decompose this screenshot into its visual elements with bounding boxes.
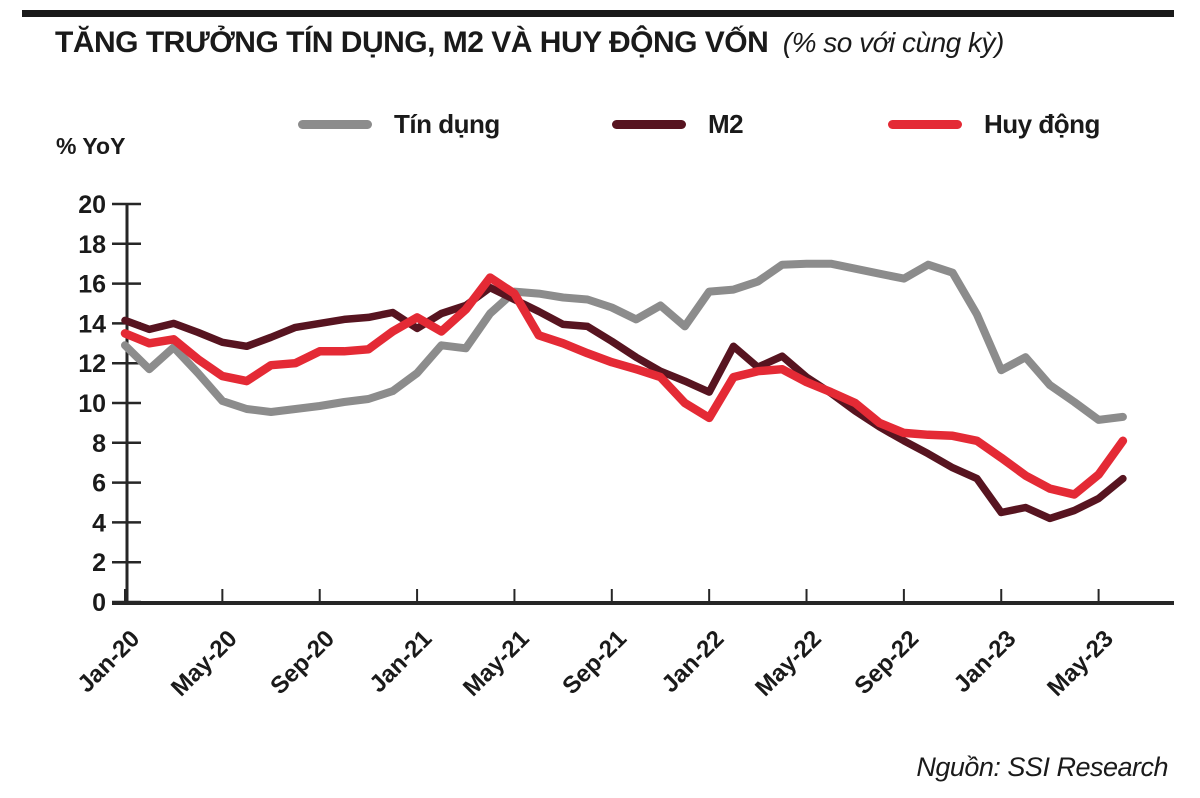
huy-dong-line-swatch-icon xyxy=(888,119,962,129)
legend-label-huy-dong: Huy động xyxy=(984,108,1100,139)
chart-title: TĂNG TRƯỞNG TÍN DỤNG, M2 VÀ HUY ĐỘNG VỐN xyxy=(55,26,769,59)
x-axis-tick-label: May-21 xyxy=(458,625,535,702)
header-rule-bar xyxy=(22,10,1174,17)
y-axis-tick-label: 6 xyxy=(92,470,106,498)
x-axis-tick-label: Sep-20 xyxy=(265,625,340,700)
y-axis-tick-label: 16 xyxy=(78,271,106,299)
tin-dung-line-swatch-icon xyxy=(298,119,372,129)
legend-item-tin-dung: Tín dụng xyxy=(298,104,500,144)
page-title: TĂNG TRƯỞNG TÍN DỤNG, M2 VÀ HUY ĐỘNG VỐN… xyxy=(55,26,1175,60)
x-axis-tick-label: Jan-23 xyxy=(949,625,1022,698)
m2-line-swatch-icon xyxy=(612,119,686,129)
x-axis-tick-label: Sep-22 xyxy=(849,625,924,700)
x-axis-tick-label: Sep-21 xyxy=(557,625,632,700)
chart-title-subnote: (% so với cùng kỳ) xyxy=(782,27,1005,58)
x-axis-tick-label: Jan-20 xyxy=(72,625,145,698)
y-axis-tick-label: 10 xyxy=(78,390,106,418)
legend-item-m2: M2 xyxy=(612,104,744,144)
series-line-tín-dụng xyxy=(121,259,1127,424)
series-line-m2 xyxy=(121,283,1127,523)
x-axis-tick-label: May-22 xyxy=(750,625,827,702)
series-line-huy-động xyxy=(120,273,1128,499)
x-axis-tick-label: May-20 xyxy=(166,625,243,702)
y-axis-tick-label: 14 xyxy=(78,310,106,338)
legend-label-m2: M2 xyxy=(708,108,744,139)
y-axis-tick-label: 4 xyxy=(92,509,106,537)
y-axis-tick-label: 20 xyxy=(78,191,106,219)
legend-item-huy-dong: Huy động xyxy=(888,104,1100,144)
legend-label-tin-dung: Tín dụng xyxy=(394,108,500,139)
y-axis-tick-label: 0 xyxy=(92,589,106,617)
x-axis-tick-label: Jan-22 xyxy=(657,625,730,698)
y-axis-tick-label: 2 xyxy=(92,549,106,577)
chart-legend: Tín dụng M2 Huy động xyxy=(0,104,1200,144)
y-axis-tick-label: 12 xyxy=(78,350,106,378)
source-credit: Nguồn: SSI Research xyxy=(916,752,1168,782)
y-axis-tick-label: 18 xyxy=(78,231,106,259)
x-axis-tick-label: Jan-21 xyxy=(364,625,437,698)
x-axis-tick-label: May-23 xyxy=(1042,625,1119,702)
y-axis-tick-label: 8 xyxy=(92,430,106,458)
y-axis-unit-label: % YoY xyxy=(56,133,126,159)
